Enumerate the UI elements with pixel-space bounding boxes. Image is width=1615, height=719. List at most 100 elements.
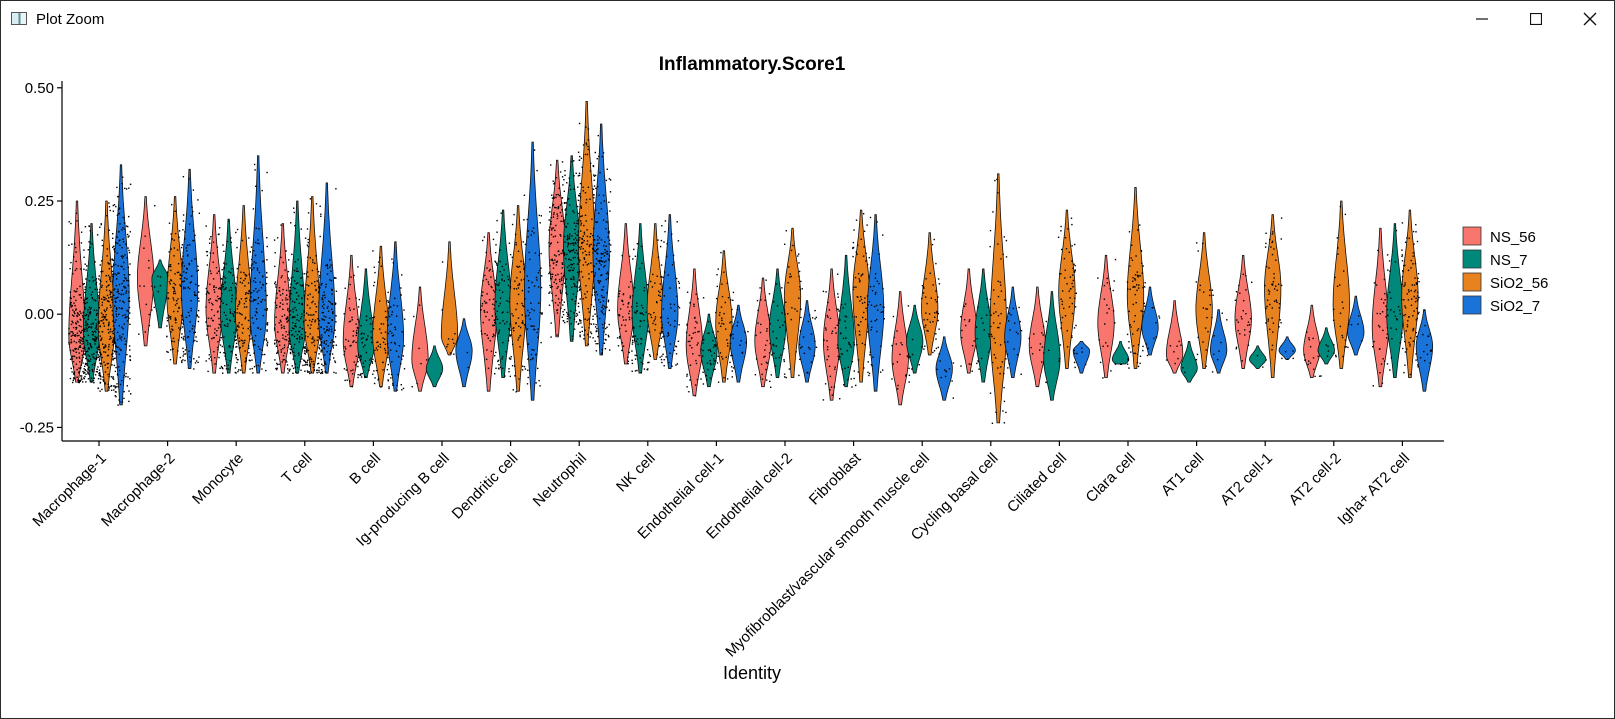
maximize-icon <box>1530 13 1542 25</box>
legend: NS_56 NS_7 SiO2_56 SiO2_7 <box>1462 226 1548 315</box>
close-button[interactable] <box>1563 1 1615 37</box>
close-icon <box>1583 12 1597 26</box>
y-tick-label: 0.00 <box>25 306 54 323</box>
violin-sio2-56-13 <box>921 232 939 356</box>
violin-sio2-7-2 <box>180 168 199 369</box>
violin-sio2-56-14 <box>989 173 1007 424</box>
jitter-points-ns-56-13 <box>891 315 911 390</box>
violin-sio2-7-10 <box>729 304 747 383</box>
violin-sio2-7-12 <box>866 214 885 392</box>
jitter-points-sio2-56-7 <box>509 213 529 393</box>
y-axis-ticks: 0.50 0.25 0.00 -0.25 <box>20 80 62 436</box>
violin-ns-56-17 <box>1165 300 1184 374</box>
jitter-points-sio2-56-12 <box>852 213 872 377</box>
minimize-button[interactable] <box>1455 1 1509 37</box>
jitter-points-sio2-7-12 <box>866 221 885 373</box>
x-tick-label: Dendritic cell <box>449 450 522 523</box>
jitter-points-sio2-7-4 <box>317 188 338 375</box>
x-tick-label: Clara cell <box>1083 450 1139 506</box>
jitter-points-sio2-56-17 <box>1195 242 1214 367</box>
x-tick-label: Macrophage-2 <box>98 450 178 530</box>
jitter-points-ns-56-10 <box>685 291 705 397</box>
x-tick-label: Igha+ AT2 cell <box>1334 450 1413 529</box>
violin-sio2-56-17 <box>1195 232 1213 369</box>
violin-sio2-7-18 <box>1278 336 1296 360</box>
jitter-points-sio2-56-2 <box>166 203 186 362</box>
violin-ns-56-15 <box>1028 286 1047 388</box>
violin-ns-56-5 <box>342 254 361 388</box>
violin-sio2-7-17 <box>1210 309 1228 374</box>
jitter-points-sio2-56-5 <box>372 250 391 388</box>
jitter-points-sio2-7-11 <box>798 309 818 374</box>
jitter-points-sio2-56-20 <box>1401 222 1420 376</box>
jitter-points-sio2-7-1 <box>112 176 132 406</box>
violin-ns-56-9 <box>617 223 635 365</box>
violin-sio2-7-6 <box>455 318 473 388</box>
jitter-points-ns-7-16 <box>1114 363 1123 365</box>
violin-ns-56-10 <box>685 268 703 397</box>
x-axis-label: Identity <box>723 663 781 683</box>
violin-ns-7-16 <box>1111 340 1130 365</box>
jitter-points-sio2-7-6 <box>466 351 469 369</box>
legend-label-sio2-56: SiO2_56 <box>1490 275 1548 292</box>
violin-ns-56-11 <box>754 277 772 388</box>
jitter-points-sio2-7-18 <box>1284 350 1294 360</box>
jitter-points-sio2-56-3 <box>234 237 254 374</box>
violin-ns-7-17 <box>1180 340 1198 383</box>
x-tick-label: NK cell <box>613 450 659 496</box>
jitter-points-ns-7-2 <box>154 275 162 293</box>
jitter-points-sio2-56-14 <box>989 178 1009 424</box>
jitter-points-ns-7-19 <box>1317 344 1330 357</box>
violin-ns-7-2 <box>151 259 169 329</box>
jitter-points-sio2-7-8 <box>592 134 612 355</box>
violin-sio2-7-3 <box>249 155 267 374</box>
violin-sio2-56-2 <box>166 196 184 365</box>
violin-ns-56-19 <box>1303 304 1321 379</box>
violin-sio2-56-11 <box>783 227 802 379</box>
legend-label-sio2-7: SiO2_7 <box>1490 298 1540 315</box>
jitter-points-sio2-7-13 <box>936 353 955 399</box>
plot-zoom-app-icon <box>11 12 27 25</box>
title-bar[interactable]: Plot Zoom <box>1 1 1614 37</box>
x-tick-label: AT2 cell-1 <box>1217 450 1276 509</box>
jitter-points-ns-7-9 <box>631 243 651 374</box>
jitter-points-ns-56-19 <box>1303 331 1322 378</box>
window-title: Plot Zoom <box>36 11 105 28</box>
violin-sio2-7-15 <box>1072 340 1091 374</box>
violin-sio2-56-19 <box>1332 200 1350 369</box>
jitter-points-ns-56-17 <box>1165 340 1182 365</box>
jitter-points-sio2-7-3 <box>249 163 269 372</box>
jitter-points-sio2-7-2 <box>180 176 200 370</box>
y-tick-label: -0.25 <box>20 419 54 436</box>
violin-sio2-7-11 <box>798 300 816 383</box>
violin-sio2-7-7 <box>523 141 542 401</box>
violin-ns-7-18 <box>1249 345 1267 369</box>
violin-ns-7-12 <box>837 254 855 388</box>
plot-area <box>68 100 1433 424</box>
violin-sio2-56-16 <box>1126 186 1145 369</box>
jitter-points-ns-56-16 <box>1097 258 1117 379</box>
jitter-points-sio2-56-10 <box>715 251 735 383</box>
legend-swatch-ns-56 <box>1462 226 1482 246</box>
jitter-points-sio2-7-5 <box>386 258 406 391</box>
jitter-points-sio2-7-20 <box>1415 309 1433 368</box>
violin-sio2-56-15 <box>1058 209 1076 369</box>
violin-chart: Inflammatory.Score1 0.50 0.25 0.00 -0.25 Ma… <box>20 54 1549 683</box>
violin-sio2-56-20 <box>1401 209 1419 379</box>
maximize-button[interactable] <box>1509 1 1563 37</box>
violin-ns-7-13 <box>906 304 924 374</box>
violin-ns-56-6 <box>411 286 429 392</box>
violin-sio2-56-6 <box>440 241 459 356</box>
jitter-points-ns-7-11 <box>768 282 788 379</box>
violin-sio2-7-14 <box>1004 286 1022 379</box>
violin-ns-7-11 <box>768 268 787 379</box>
x-tick-label: Ciliated cell <box>1004 450 1070 516</box>
legend-swatch-sio2-56 <box>1462 272 1482 292</box>
x-tick-label: Neutrophil <box>530 450 590 510</box>
jitter-points-ns-7-15 <box>1043 349 1060 384</box>
violin-ns-56-16 <box>1097 254 1115 379</box>
violin-sio2-56-9 <box>646 223 664 360</box>
jitter-points-sio2-56-8 <box>577 122 597 345</box>
x-tick-label: B cell <box>346 450 384 488</box>
legend-label-ns-7: NS_7 <box>1490 252 1528 269</box>
